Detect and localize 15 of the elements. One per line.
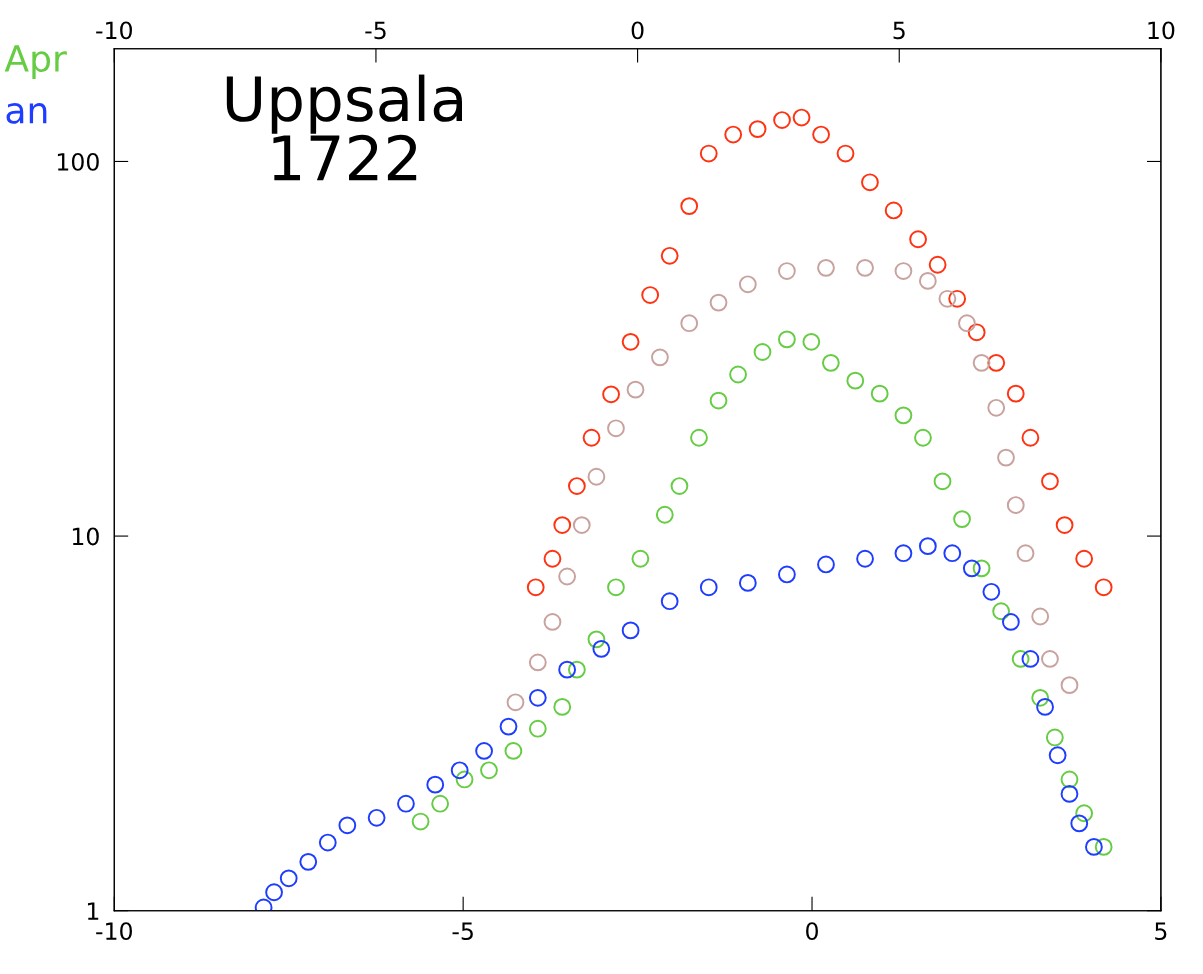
x2-tick-label: 0 xyxy=(631,21,644,40)
x2-tick-label: -10 xyxy=(96,21,132,40)
x-tick-label: 0 xyxy=(806,922,818,941)
x-tick-label: 5 xyxy=(1155,922,1167,941)
y-tick-label: 10 xyxy=(72,527,99,546)
y-tick-label: 100 xyxy=(57,152,99,171)
text: an xyxy=(6,103,47,124)
y-tick-label: 1 xyxy=(87,902,99,920)
x-tick-label: -5 xyxy=(452,922,473,941)
x2-tick-label: -5 xyxy=(365,21,386,40)
annotation: Uppsala 1722 xyxy=(226,74,462,181)
x2-tick-label: 5 xyxy=(893,21,905,40)
text: Apr xyxy=(4,45,67,80)
x-tick-label: -10 xyxy=(96,922,132,941)
x2-tick-label: 10 xyxy=(1148,21,1175,40)
